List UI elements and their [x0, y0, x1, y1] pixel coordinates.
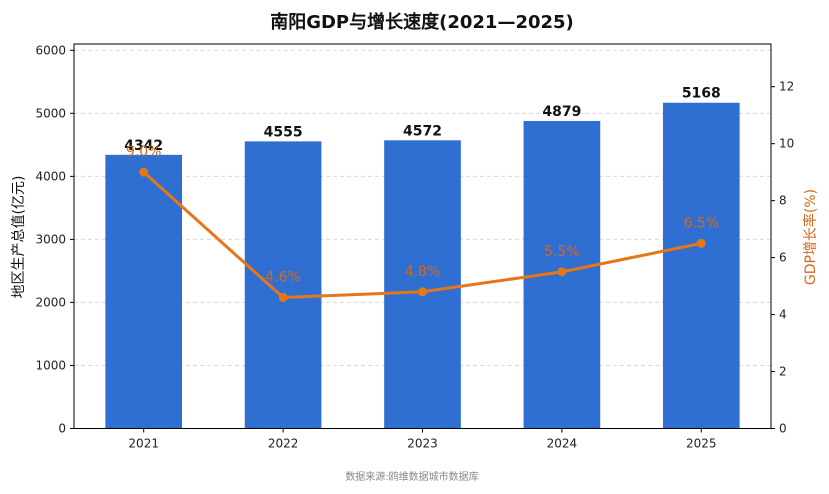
- growth-value-label: 5.5%: [544, 244, 580, 260]
- x-tick-label: 2021: [128, 437, 159, 451]
- growth-value-label: 4.8%: [405, 264, 441, 280]
- right-tick-label: 6: [779, 251, 787, 265]
- right-tick-label: 4: [779, 308, 787, 322]
- left-y-axis-label: 地区生产总值(亿元): [11, 176, 27, 299]
- bar: [384, 140, 461, 429]
- growth-point: [418, 287, 427, 297]
- bar-value-label: 5168: [682, 86, 721, 102]
- x-tick-label: 2023: [407, 437, 438, 451]
- x-tick-label: 2024: [547, 437, 578, 451]
- left-y-ticks: 0 1000 2000 3000 4000 5000 6000: [35, 43, 74, 436]
- bar: [105, 154, 183, 429]
- right-tick-label: 2: [779, 365, 787, 379]
- bar-value-label: 4342: [124, 138, 163, 154]
- left-tick-label: 2000: [35, 295, 66, 309]
- x-ticks: 2021 2022 2023 2024 2025: [128, 428, 717, 451]
- bar: [244, 141, 322, 429]
- growth-point: [557, 267, 567, 277]
- left-tick-label: 1000: [35, 358, 66, 372]
- right-tick-label: 0: [779, 422, 787, 436]
- growth-value-label: 4.6%: [265, 269, 301, 285]
- bar-series: [105, 102, 740, 429]
- growth-value-label: 6.5%: [684, 215, 720, 231]
- left-tick-label: 4000: [35, 169, 66, 183]
- right-tick-label: 8: [779, 194, 787, 208]
- right-tick-label: 10: [779, 137, 794, 151]
- bar-value-label: 4555: [264, 124, 303, 140]
- x-tick-label: 2022: [268, 437, 299, 451]
- x-tick-label: 2025: [686, 437, 717, 451]
- left-tick-label: 0: [58, 422, 66, 436]
- source-note: 数据来源:鸥维数据城市数据库: [345, 470, 478, 483]
- growth-point: [696, 238, 706, 248]
- right-tick-label: 12: [779, 80, 794, 94]
- chart-title: 南阳GDP与增长速度(2021—2025): [270, 11, 574, 33]
- bar-value-label: 4572: [403, 123, 442, 139]
- left-tick-label: 5000: [35, 106, 66, 120]
- right-y-axis-label: GDP增长率(%): [802, 189, 819, 285]
- left-tick-label: 3000: [35, 232, 66, 246]
- growth-line-series: 9.0% 4.6% 4.8% 5.5% 6.5%: [126, 144, 719, 302]
- left-tick-label: 6000: [35, 43, 66, 57]
- bar-value-labels: 4342 4555 4572 4879 5168: [124, 86, 721, 154]
- growth-point: [139, 167, 149, 177]
- growth-point: [278, 292, 288, 302]
- bar: [662, 102, 740, 429]
- right-y-ticks: 0 2 4 6 8 10 12: [771, 80, 794, 436]
- growth-value-label: 9.0%: [126, 144, 162, 160]
- bar-value-label: 4879: [542, 104, 581, 120]
